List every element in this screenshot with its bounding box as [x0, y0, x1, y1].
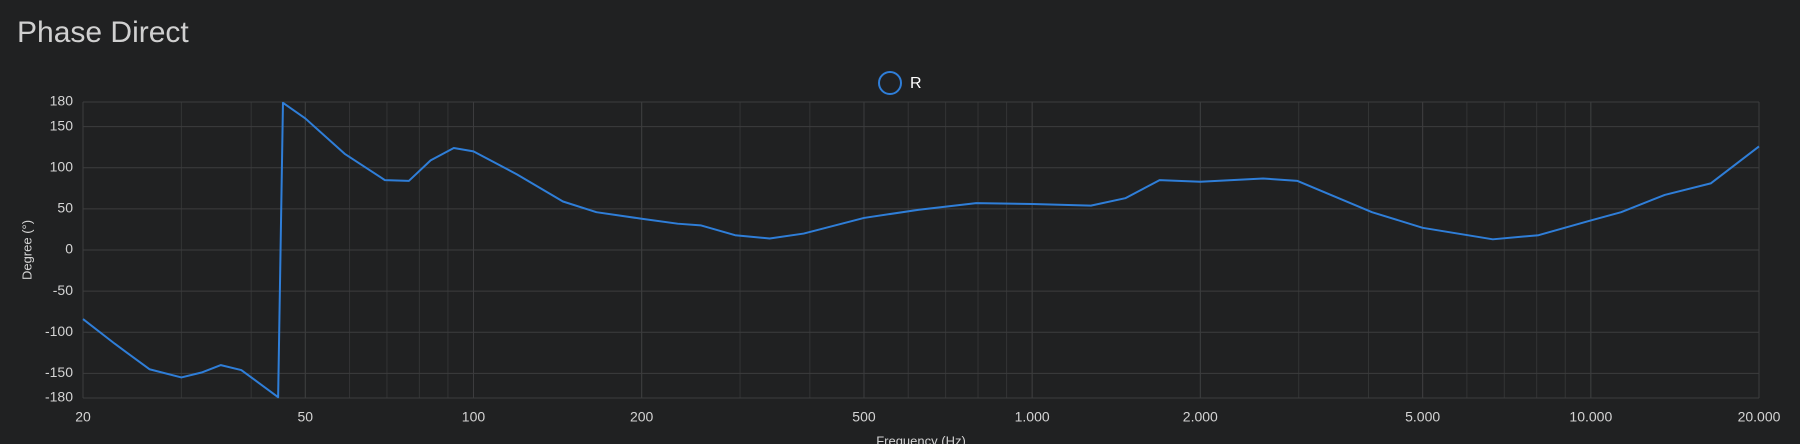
x-tick-label: 5.000 [1405, 409, 1440, 425]
y-tick-label: 50 [57, 200, 73, 216]
y-tick-label: -180 [45, 389, 73, 405]
y-tick-label: -100 [45, 323, 73, 339]
y-tick-label: 0 [65, 241, 73, 257]
y-tick-label: 100 [50, 158, 74, 174]
x-tick-label: 20 [75, 409, 91, 425]
x-tick-label: 200 [630, 409, 654, 425]
x-tick-label: 2.000 [1183, 409, 1218, 425]
y-axis-title: Degree (°) [19, 220, 34, 280]
chart-title: Phase Direct [17, 16, 189, 49]
y-tick-label: -50 [53, 282, 73, 298]
x-tick-label: 20.000 [1738, 409, 1781, 425]
x-tick-label: 1.000 [1015, 409, 1050, 425]
legend-marker [878, 71, 902, 95]
x-axis-title: Frequency (Hz) [876, 433, 966, 444]
x-tick-label: 50 [298, 409, 314, 425]
y-tick-label: 150 [50, 117, 74, 133]
x-tick-label: 500 [852, 409, 876, 425]
legend-label: R [910, 75, 922, 92]
x-tick-label: 10.000 [1569, 409, 1612, 425]
y-tick-label: -150 [45, 364, 73, 380]
line-series [82, 101, 1760, 399]
x-tick-label: 100 [462, 409, 486, 425]
y-tick-label: 180 [50, 93, 74, 109]
